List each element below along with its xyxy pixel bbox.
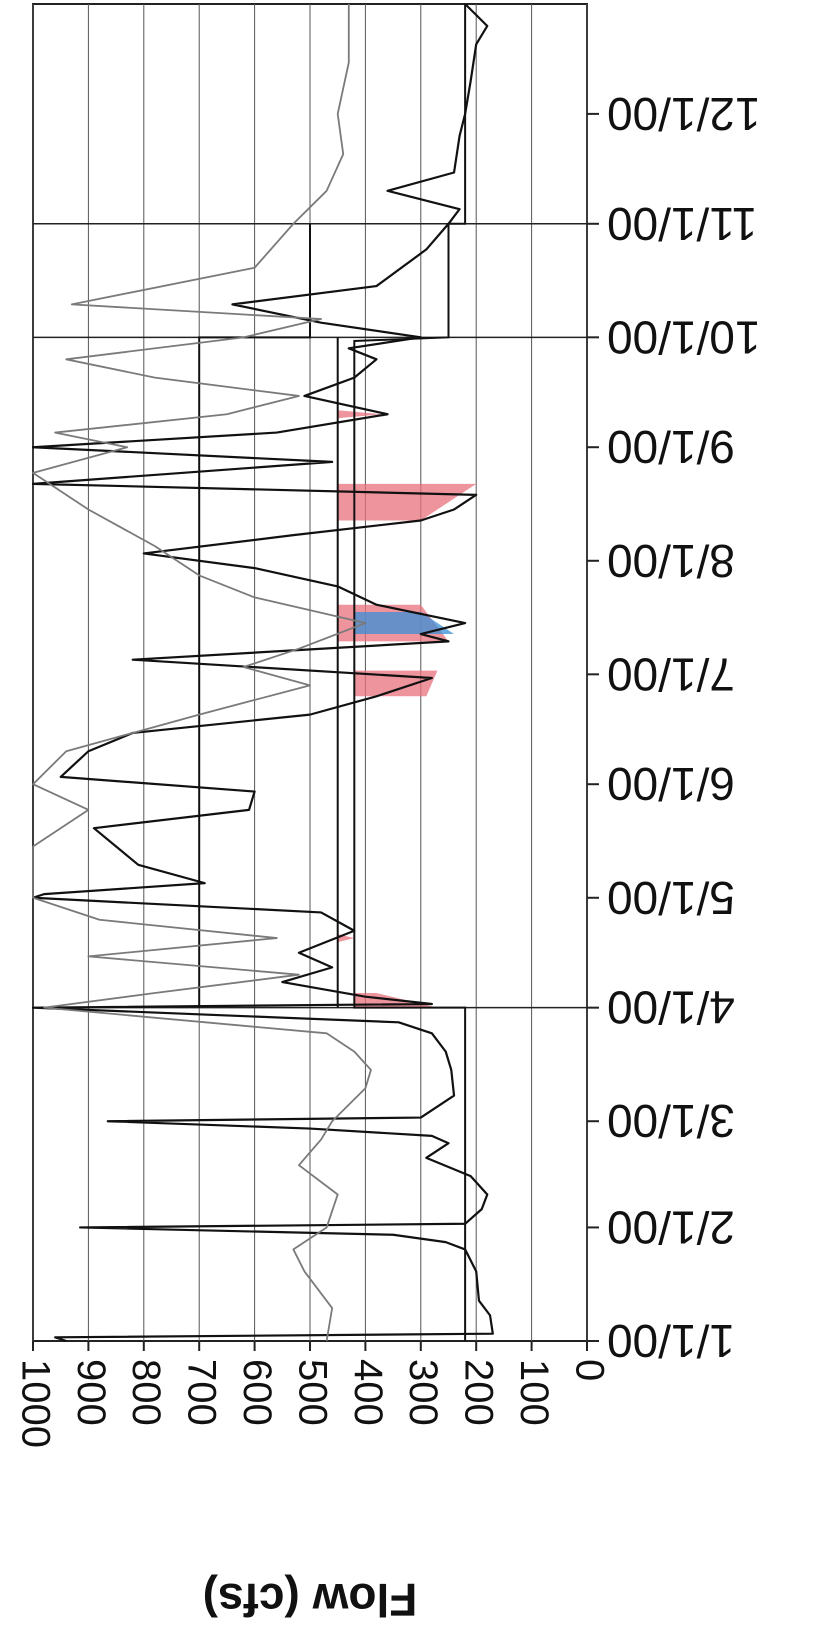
flow-tick-label: 500 (290, 1359, 334, 1426)
date-tick-label: 2/1/00 (607, 1201, 735, 1253)
flow-tick-label: 800 (124, 1359, 168, 1426)
flow-tick-label: 300 (401, 1359, 445, 1426)
date-tick-label: 11/1/00 (607, 198, 757, 250)
flow-series-line (31, 3, 494, 1343)
flow-tick-label: 1000 (13, 1359, 57, 1448)
flow-tick-label: 100 (512, 1359, 556, 1426)
y-axis-label: Flow (cfs) (203, 1574, 418, 1626)
reference-line (353, 4, 467, 1341)
date-tick-label: 6/1/00 (607, 758, 735, 810)
series-layer (31, 3, 494, 1343)
shaded-area (354, 612, 455, 635)
date-tick-label: 5/1/00 (607, 872, 735, 924)
flow-series-line-secondary (32, 4, 372, 1342)
reference-line (198, 223, 311, 1008)
date-tick-label: 9/1/00 (607, 421, 735, 473)
flow-tick-label: 600 (235, 1359, 279, 1426)
flow-tick-label: 400 (346, 1359, 390, 1426)
date-tick-label: 1/1/00 (607, 1315, 735, 1367)
date-tick-label: 12/1/00 (607, 88, 760, 140)
date-tick-label: 7/1/00 (607, 648, 735, 700)
date-tick-label: 4/1/00 (607, 982, 735, 1034)
date-tick-label: 3/1/00 (607, 1095, 735, 1147)
flow-tick-label: 0 (567, 1359, 611, 1381)
date-tick-label: 10/1/00 (607, 311, 760, 363)
flow-tick-label: 900 (69, 1359, 113, 1426)
shaded-area (337, 410, 383, 419)
flow-tick-label: 700 (180, 1359, 224, 1426)
date-tick-label: 8/1/00 (607, 535, 735, 587)
shaded-areas (337, 410, 477, 1008)
flow-tick-label: 200 (457, 1359, 501, 1426)
grid-layer (32, 3, 588, 1342)
shaded-area (337, 483, 477, 521)
